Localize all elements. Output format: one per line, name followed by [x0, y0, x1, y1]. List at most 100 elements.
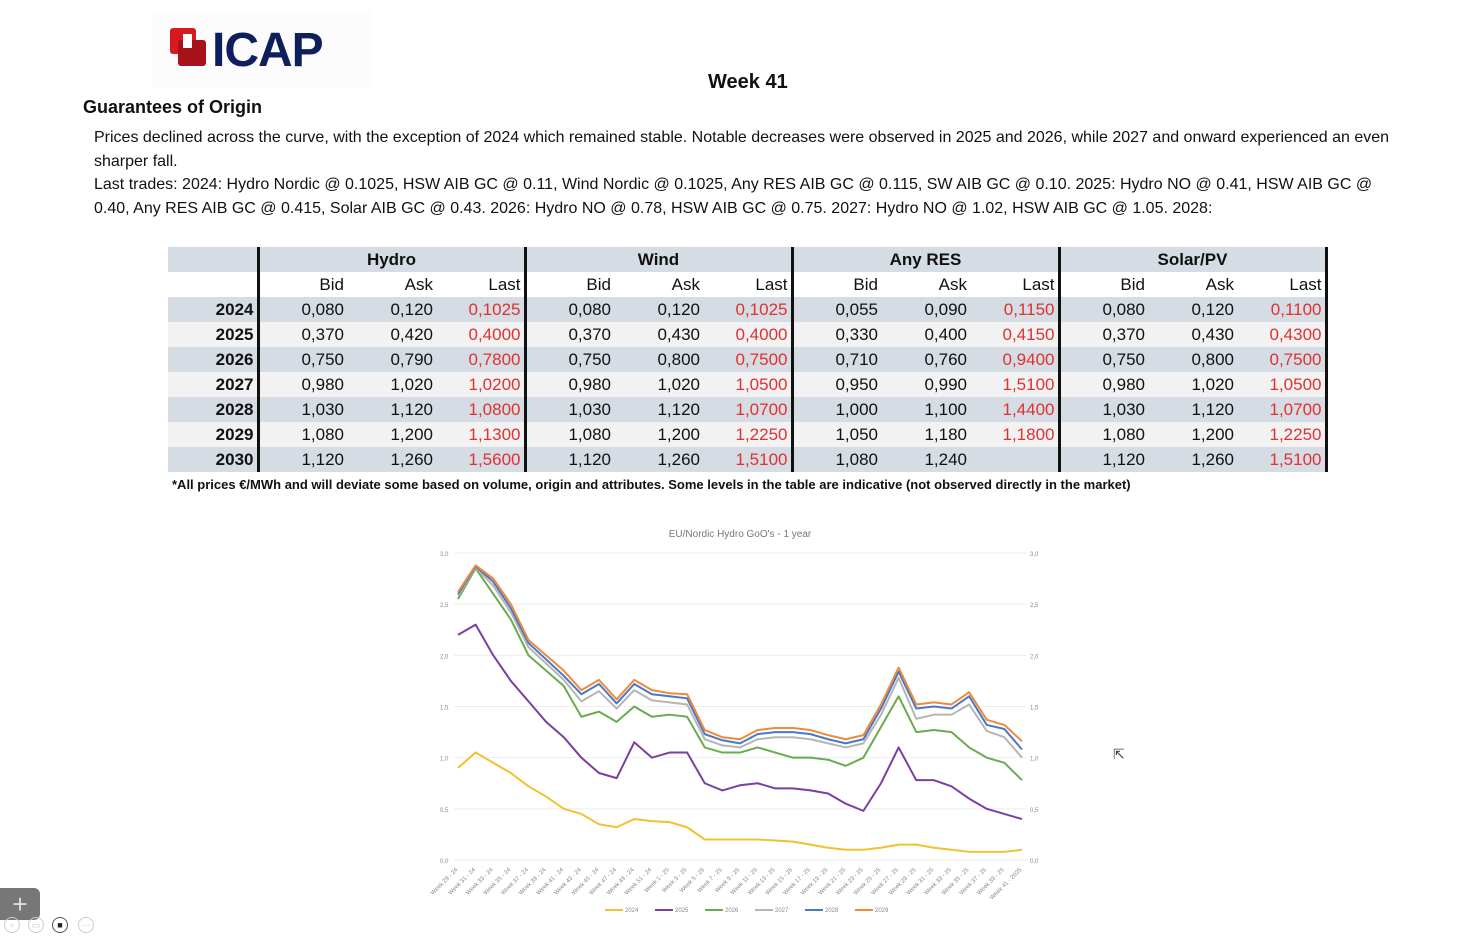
ask-cell: 0,790 — [347, 347, 436, 372]
y-tick-left: 2,5 — [440, 603, 449, 609]
ask-cell: 1,020 — [347, 372, 436, 397]
table-row: 2024 0,080 0,120 0,1025 0,080 0,120 0,1025 0,05… — [168, 297, 1328, 322]
ask-cell: 1,180 — [881, 422, 970, 447]
y-tick-left: 2,0 — [440, 654, 449, 660]
subheader-cell: Ask — [881, 272, 970, 297]
legend-label: 2029 — [875, 908, 889, 914]
ask-cell: 0,800 — [1148, 347, 1237, 372]
group-header: Hydro — [258, 247, 527, 272]
last-cell: 1,4400 — [970, 397, 1061, 422]
group-header: Wind — [525, 247, 794, 272]
table-row: 2030 1,120 1,260 1,5600 1,120 1,260 1,5100 1,08… — [168, 447, 1328, 472]
ask-cell: 0,990 — [881, 372, 970, 397]
y-tick-left: 1,0 — [440, 757, 449, 763]
last-cell: 0,1025 — [436, 297, 527, 322]
bid-cell: 1,030 — [258, 397, 347, 422]
last-cell: 0,1100 — [1237, 297, 1328, 322]
ask-cell: 1,260 — [614, 447, 703, 472]
table-row: 2026 0,750 0,790 0,7800 0,750 0,800 0,7500 0,71… — [168, 347, 1328, 372]
subheader-cell: Ask — [347, 272, 436, 297]
y-tick-left: 0,5 — [440, 808, 449, 814]
group-header-row: Hydro Wind Any RES Solar/PV — [168, 247, 1328, 272]
last-cell: 0,7800 — [436, 347, 527, 372]
bid-cell: 0,950 — [792, 372, 881, 397]
zoom-icon[interactable]: ⌕ — [4, 917, 20, 933]
last-cell: 0,4000 — [436, 322, 527, 347]
bid-cell: 1,080 — [792, 447, 881, 472]
bid-cell: 0,370 — [525, 322, 614, 347]
last-cell: 0,1025 — [703, 297, 794, 322]
y-tick-right: 1,5 — [1030, 706, 1039, 712]
legend-label: 2027 — [775, 908, 789, 914]
ask-cell: 1,020 — [1148, 372, 1237, 397]
bid-cell: 0,080 — [1059, 297, 1148, 322]
series-line-2025 — [457, 623, 1023, 821]
subheader-cell: Last — [436, 272, 527, 297]
subheader-cell: Last — [1237, 272, 1328, 297]
subheader-cell: Ask — [1148, 272, 1237, 297]
commentary: Prices declined across the curve, with t… — [94, 126, 1394, 220]
ask-cell: 1,260 — [1148, 447, 1237, 472]
ask-cell: 1,100 — [881, 397, 970, 422]
table-row: 2028 1,030 1,120 1,0800 1,030 1,120 1,0700 1,00… — [168, 397, 1328, 422]
camera-icon[interactable]: ■ — [52, 917, 68, 933]
corner-cell — [168, 272, 260, 297]
year-cell: 2025 — [168, 322, 260, 347]
last-cell: 0,9400 — [970, 347, 1061, 372]
y-tick-left: 1,5 — [440, 706, 449, 712]
last-cell: 1,0700 — [1237, 397, 1328, 422]
subheader-cell: Bid — [525, 272, 614, 297]
bid-cell: 0,055 — [792, 297, 881, 322]
y-tick-right: 2,5 — [1030, 603, 1039, 609]
year-cell: 2024 — [168, 297, 260, 322]
bid-cell: 1,080 — [525, 422, 614, 447]
ask-cell: 1,120 — [1148, 397, 1237, 422]
last-cell: 1,0200 — [436, 372, 527, 397]
logo-text: ICAP — [212, 23, 324, 77]
subheader-row: Bid Ask Last Bid Ask Last Bid Ask Last Bid Ask Last — [168, 272, 1328, 297]
subheader-cell: Bid — [258, 272, 347, 297]
ask-cell: 0,430 — [614, 322, 703, 347]
subtitles-icon[interactable]: ▭ — [28, 917, 44, 933]
y-tick-right: 3,0 — [1030, 552, 1039, 558]
y-tick-left: 0,0 — [440, 859, 449, 865]
bid-cell: 1,080 — [258, 422, 347, 447]
last-cell: 1,5100 — [970, 372, 1061, 397]
ask-cell: 1,200 — [347, 422, 436, 447]
ask-cell: 0,400 — [881, 322, 970, 347]
bid-cell: 0,370 — [258, 322, 347, 347]
ask-cell: 0,120 — [1148, 297, 1237, 322]
icap-logo: ICAP — [152, 12, 372, 88]
last-cell: 1,1800 — [970, 422, 1061, 447]
summary-text: Prices declined across the curve, with t… — [94, 129, 1390, 170]
subheader-cell: Ask — [614, 272, 703, 297]
table-note: *All prices €/MWh and will deviate some … — [172, 477, 1131, 492]
bid-cell: 0,710 — [792, 347, 881, 372]
last-cell: 0,4300 — [1237, 322, 1328, 347]
subheader-cell: Bid — [1059, 272, 1148, 297]
year-cell: 2028 — [168, 397, 260, 422]
bid-cell: 1,030 — [525, 397, 614, 422]
last-cell: 1,0500 — [703, 372, 794, 397]
series-line-2024 — [457, 751, 1023, 853]
ask-cell: 0,430 — [1148, 322, 1237, 347]
year-cell: 2026 — [168, 347, 260, 372]
group-header: Solar/PV — [1059, 247, 1328, 272]
ask-cell: 0,090 — [881, 297, 970, 322]
subheader-cell: Last — [970, 272, 1061, 297]
hydro-goo-chart: EU/Nordic Hydro GoO's - 1 year 0,0 0,0 0,5 0… — [430, 529, 1039, 914]
last-cell: 0,4000 — [703, 322, 794, 347]
y-tick-right: 2,0 — [1030, 654, 1039, 660]
ask-cell: 0,800 — [614, 347, 703, 372]
more-icon[interactable]: ⋯ — [78, 917, 94, 933]
bid-cell: 0,980 — [525, 372, 614, 397]
bid-cell: 0,750 — [525, 347, 614, 372]
last-cell: 1,0800 — [436, 397, 527, 422]
price-table: Hydro Wind Any RES Solar/PV Bid Ask Last Bid Ask… — [168, 247, 1328, 472]
add-button[interactable]: + — [0, 888, 40, 920]
last-cell: 1,0500 — [1237, 372, 1328, 397]
bid-cell: 1,000 — [792, 397, 881, 422]
icap-logo-mark — [166, 28, 210, 72]
last-cell: 0,7500 — [1237, 347, 1328, 372]
bid-cell: 1,080 — [1059, 422, 1148, 447]
